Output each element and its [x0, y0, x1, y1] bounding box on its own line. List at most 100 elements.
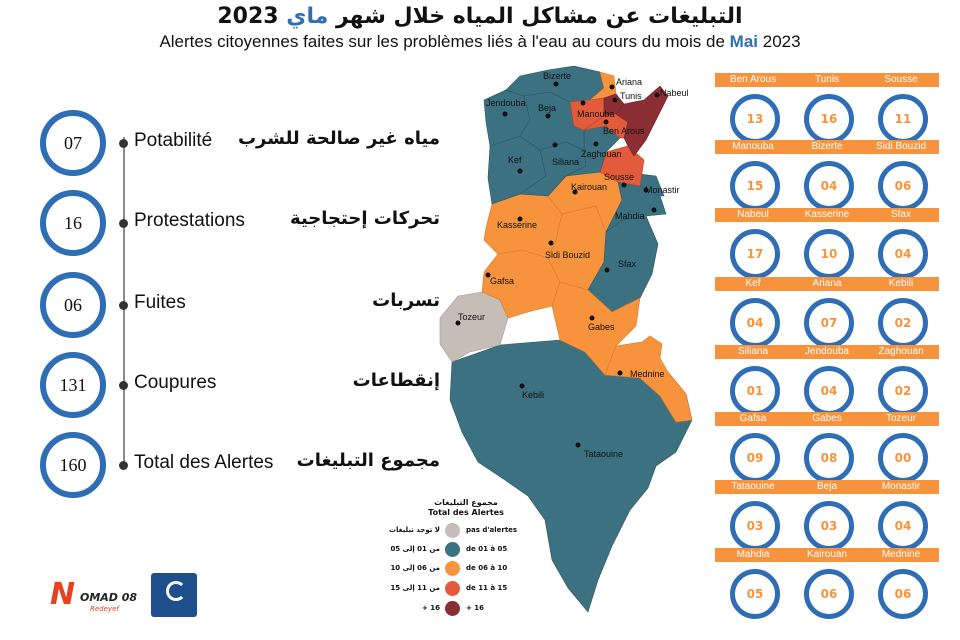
map-label-tataouine: Tataouine [584, 449, 623, 459]
city-dot [548, 240, 554, 246]
title-fr-main: Alertes citoyennes faites sur les problè… [159, 32, 725, 51]
map-label-kairouan: Kairouan [571, 182, 607, 192]
map-labels: Bizerte Ariana Tunis Nabeul Jendouba Bej… [455, 71, 689, 459]
legend-item-fr: de 06 à 10 [466, 564, 508, 572]
stat-value-ring: 160 [40, 432, 106, 498]
gov-name: Kebili [863, 277, 939, 291]
gov-name: Kasserine [789, 208, 865, 222]
legend-swatch [445, 601, 460, 616]
city-dot [654, 92, 660, 98]
gov-value: 15 [730, 161, 780, 211]
gov-name: Monastir [863, 480, 939, 494]
city-dot [651, 207, 657, 213]
legend-item-ar: من 06 إلى 10 [390, 564, 440, 572]
partner-logo-icon [166, 581, 186, 601]
gov-card: Mednine 06 [862, 548, 940, 619]
legend-swatch [445, 581, 460, 596]
map-label-sfax: Sfax [618, 259, 637, 269]
map-label-mednine: Mednine [630, 369, 665, 379]
stat-label-ar: تحركات إحتجاجية [290, 208, 440, 229]
gov-card: Tozeur 00 [862, 412, 940, 483]
map-legend: مجموع التبليغات Total des Alertes لا توج… [376, 498, 556, 622]
legend-item: لا توجد تبليغات pas d'alertes [376, 522, 556, 540]
legend-item-ar: من 11 إلى 15 [390, 584, 440, 592]
city-dot [552, 142, 558, 148]
gov-value: 02 [878, 298, 928, 348]
city-dot [603, 119, 609, 125]
stat-dot [119, 139, 128, 148]
nomad-logo-text: OMAD 08 [80, 591, 138, 604]
map-label-nabeul: Nabeul [660, 88, 689, 98]
title-ar-year: 2023 [217, 4, 279, 29]
gov-name: Siliana [715, 345, 791, 359]
map-label-tunis: Tunis [620, 91, 642, 101]
legend-item-ar: 16 + [421, 604, 440, 612]
legend-item: من 06 إلى 10 de 06 à 10 [376, 560, 556, 578]
legend-swatch [445, 561, 460, 576]
map-label-beja: Beja [538, 103, 556, 113]
gov-name: Kairouan [789, 548, 865, 562]
gov-value: 04 [878, 229, 928, 279]
map-label-kebili: Kebili [522, 390, 544, 400]
gov-card: Beja 03 [788, 480, 866, 551]
gov-value: 01 [730, 366, 780, 416]
city-dot [604, 267, 610, 273]
city-dot [593, 141, 599, 147]
gov-card: Sfax 04 [862, 208, 940, 279]
map-label-sidi-bouzid: Sidi Bouzid [545, 250, 590, 260]
gov-name: Sidi Bouzid [863, 140, 939, 154]
city-dot [517, 216, 523, 222]
gov-value: 00 [878, 433, 928, 483]
stat-value-ring: 131 [40, 352, 106, 418]
gov-value: 03 [804, 501, 854, 551]
title-ar-main: التبليغات عن مشاكل المياه خلال شهر [336, 4, 743, 29]
stat-cuts: 131 Coupures إنقطاعات [40, 352, 440, 418]
stat-label-ar: مياه غير صالحة للشرب [237, 128, 440, 149]
nomad-logo-sub: Redeyef [90, 605, 119, 613]
gov-value: 07 [804, 298, 854, 348]
gov-value: 11 [878, 94, 928, 144]
gov-card: Siliana 01 [714, 345, 792, 416]
legend-item: من 01 إلى 05 de 01 à 05 [376, 541, 556, 559]
map-label-jendouba: Jendouba [486, 98, 526, 108]
stat-label-ar: مجموع التبليغات [296, 450, 440, 471]
gov-card: Kasserine 10 [788, 208, 866, 279]
stats-connector-line [123, 137, 125, 463]
gov-name: Nabeul [715, 208, 791, 222]
gov-name: Beja [789, 480, 865, 494]
title-ar-month: ماي [286, 4, 329, 29]
gov-card: Sousse 11 [862, 73, 940, 144]
gov-name: Tozeur [863, 412, 939, 426]
nomad-n-mark-icon: N [50, 577, 76, 612]
stat-protests: 16 Protestations تحركات إحتجاجية [40, 190, 440, 256]
legend-item: 16 + + 16 [376, 600, 556, 618]
stat-dot [119, 381, 128, 390]
map-label-zaghouan: Zaghouan [581, 149, 622, 159]
region-nabeul [615, 85, 669, 157]
city-dot [519, 383, 525, 389]
gov-value: 04 [804, 366, 854, 416]
gov-card: Mahdia 05 [714, 548, 792, 619]
city-dot [485, 272, 491, 278]
partner-logo [151, 573, 197, 617]
map-label-ben-arous: Ben Arous [603, 126, 645, 136]
stat-label-ar: تسربات [372, 290, 440, 311]
gov-value: 05 [730, 569, 780, 619]
gov-card: Kef 04 [714, 277, 792, 348]
gov-value: 13 [730, 94, 780, 144]
gov-name: Bizerte [789, 140, 865, 154]
gov-value: 04 [878, 501, 928, 551]
stat-label-fr: Total des Alertes [134, 452, 274, 473]
gov-value: 09 [730, 433, 780, 483]
legend-item: من 11 إلى 15 de 11 à 15 [376, 580, 556, 598]
gov-value: 06 [878, 161, 928, 211]
city-dot [517, 168, 523, 174]
legend-title-fr: Total des Alertes [428, 508, 504, 517]
gov-name: Mednine [863, 548, 939, 562]
city-dot [572, 189, 578, 195]
gov-card: Tataouine 03 [714, 480, 792, 551]
legend-item-fr: de 01 à 05 [466, 545, 508, 553]
gov-name: Ben Arous [715, 73, 791, 87]
stat-dot [119, 461, 128, 470]
gov-card: Gabes 08 [788, 412, 866, 483]
